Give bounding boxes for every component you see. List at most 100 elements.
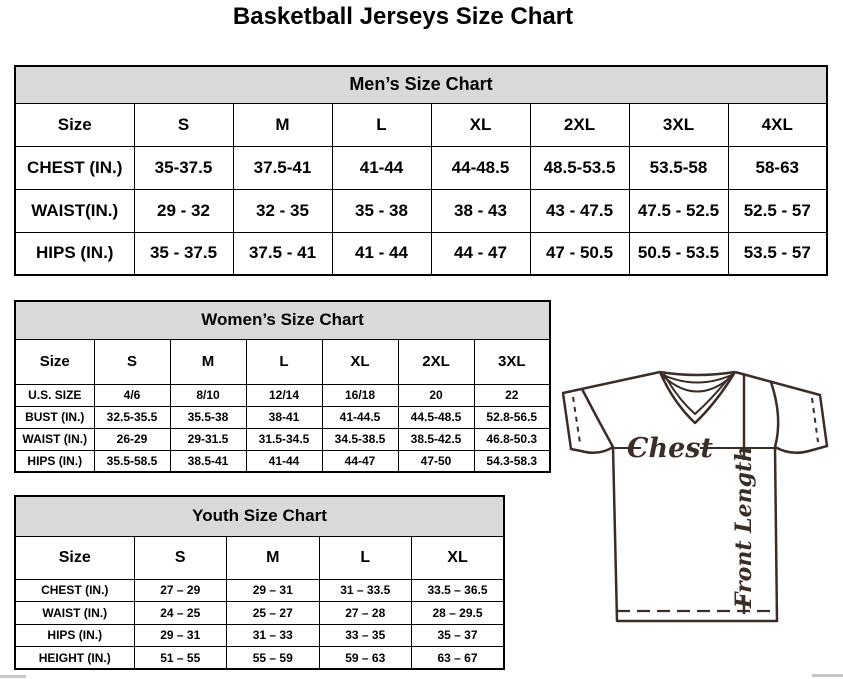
column-header: 3XL xyxy=(473,338,551,385)
row-label: WAIST(IN.) xyxy=(14,188,135,233)
size-value-cell: 44.5-48.5 xyxy=(397,405,475,429)
womens-table-title: Women’s Size Chart xyxy=(14,300,551,340)
page-title: Basketball Jerseys Size Chart xyxy=(232,3,574,30)
jersey-outline xyxy=(561,370,829,623)
column-header: M xyxy=(226,535,320,580)
size-value-cell: 59 – 63 xyxy=(318,646,412,670)
size-value-cell: 29 – 31 xyxy=(133,623,227,647)
size-value-cell: 48.5-53.5 xyxy=(529,145,630,190)
mens-table-title-row: Men’s Size Chart xyxy=(14,65,828,104)
size-header-cell: Size xyxy=(14,102,135,147)
size-value-cell: 35.5-58.5 xyxy=(93,449,171,473)
column-header: M xyxy=(169,338,247,385)
youth-table-title: Youth Size Chart xyxy=(14,495,505,537)
size-value-cell: 31.5-34.5 xyxy=(245,427,323,451)
size-value-cell: 22 xyxy=(473,383,551,407)
size-value-cell: 44 - 47 xyxy=(430,231,531,276)
column-header: 4XL xyxy=(727,102,828,147)
column-header: S xyxy=(93,338,171,385)
size-value-cell: 53.5-58 xyxy=(628,145,729,190)
jersey-diagram: Chest Front Length xyxy=(561,370,829,623)
size-value-cell: 46.8-50.3 xyxy=(473,427,551,451)
size-value-cell: 8/10 xyxy=(169,383,247,407)
jersey-collar-top xyxy=(659,370,736,377)
row-label: HIPS (IN.) xyxy=(14,623,135,647)
size-value-cell: 38.5-42.5 xyxy=(397,427,475,451)
womens-header-row: Size S M L XL 2XL 3XL xyxy=(14,338,551,385)
column-header: 2XL xyxy=(397,338,475,385)
size-value-cell: 29 – 31 xyxy=(226,578,320,602)
table-row: WAIST(IN.) 29 - 32 32 - 35 35 - 38 38 - … xyxy=(14,188,828,233)
size-value-cell: 47.5 - 52.5 xyxy=(628,188,729,233)
jersey-lines xyxy=(561,370,829,623)
size-value-cell: 41 - 44 xyxy=(331,231,432,276)
size-value-cell: 24 – 25 xyxy=(133,601,227,625)
jersey-labels: Chest Front Length xyxy=(627,433,757,609)
size-value-cell: 34.5-38.5 xyxy=(321,427,399,451)
size-header-cell: Size xyxy=(14,535,135,580)
mens-table-title: Men’s Size Chart xyxy=(14,65,828,104)
column-header: XL xyxy=(430,102,531,147)
column-header: M xyxy=(232,102,333,147)
mens-header-row: Size S M L XL 2XL 3XL 4XL xyxy=(14,102,828,147)
column-header: S xyxy=(133,102,234,147)
size-value-cell: 33.5 – 36.5 xyxy=(411,578,505,602)
size-value-cell: 31 – 33.5 xyxy=(318,578,412,602)
column-header: XL xyxy=(411,535,505,580)
size-value-cell: 29 - 32 xyxy=(133,188,234,233)
size-value-cell: 58-63 xyxy=(727,145,828,190)
column-header: L xyxy=(331,102,432,147)
size-value-cell: 37.5-41 xyxy=(232,145,333,190)
jersey-cuff-stitch-left xyxy=(572,396,581,444)
size-value-cell: 20 xyxy=(397,383,475,407)
table-row: CHEST (IN.) 35-37.5 37.5-41 41-44 44-48.… xyxy=(14,145,828,190)
size-value-cell: 16/18 xyxy=(321,383,399,407)
youth-size-table: Youth Size Chart Size S M L XL CHEST (IN… xyxy=(14,495,505,670)
womens-size-table: Women’s Size Chart Size S M L XL 2XL 3XL… xyxy=(14,300,551,473)
column-header: L xyxy=(245,338,323,385)
table-row: WAIST (IN.) 26-29 29-31.5 31.5-34.5 34.5… xyxy=(14,427,551,451)
size-value-cell: 44-48.5 xyxy=(430,145,531,190)
size-value-cell: 38-41 xyxy=(245,405,323,429)
size-value-cell: 35 – 37 xyxy=(411,623,505,647)
row-label: HIPS (IN.) xyxy=(14,231,135,276)
table-row: HIPS (IN.) 35.5-58.5 38.5-41 41-44 44-47… xyxy=(14,449,551,473)
row-label: U.S. SIZE xyxy=(14,383,95,407)
front-length-label: Front Length xyxy=(731,446,757,609)
size-value-cell: 38 - 43 xyxy=(430,188,531,233)
column-header: L xyxy=(318,535,412,580)
mens-size-table: Men’s Size Chart Size S M L XL 2XL 3XL 4… xyxy=(14,65,828,276)
size-value-cell: 33 – 35 xyxy=(318,623,412,647)
jersey-collar-rib xyxy=(660,373,735,384)
size-value-cell: 52.5 - 57 xyxy=(727,188,828,233)
table-row: U.S. SIZE 4/6 8/10 12/14 16/18 20 22 xyxy=(14,383,551,407)
size-value-cell: 25 – 27 xyxy=(226,601,320,625)
size-value-cell: 54.3-58.3 xyxy=(473,449,551,473)
size-value-cell: 27 – 28 xyxy=(318,601,412,625)
size-value-cell: 4/6 xyxy=(93,383,171,407)
size-value-cell: 41-44 xyxy=(245,449,323,473)
table-row: WAIST (IN.) 24 – 25 25 – 27 27 – 28 28 –… xyxy=(14,601,505,625)
size-value-cell: 43 - 47.5 xyxy=(529,188,630,233)
size-value-cell: 55 – 59 xyxy=(226,646,320,670)
table-row: HEIGHT (IN.) 51 – 55 55 – 59 59 – 63 63 … xyxy=(14,646,505,670)
size-value-cell: 47-50 xyxy=(397,449,475,473)
size-value-cell: 35 - 38 xyxy=(331,188,432,233)
horizontal-scrollbar-fragment-right[interactable] xyxy=(812,674,843,677)
size-value-cell: 32 - 35 xyxy=(232,188,333,233)
size-value-cell: 47 - 50.5 xyxy=(529,231,630,276)
row-label: CHEST (IN.) xyxy=(14,145,135,190)
size-value-cell: 51 – 55 xyxy=(133,646,227,670)
column-header: 2XL xyxy=(529,102,630,147)
size-header-cell: Size xyxy=(14,338,95,385)
size-value-cell: 41-44.5 xyxy=(321,405,399,429)
size-value-cell: 38.5-41 xyxy=(169,449,247,473)
size-value-cell: 50.5 - 53.5 xyxy=(628,231,729,276)
table-row: HIPS (IN.) 29 – 31 31 – 33 33 – 35 35 – … xyxy=(14,623,505,647)
youth-table-title-row: Youth Size Chart xyxy=(14,495,505,537)
row-label: CHEST (IN.) xyxy=(14,578,135,602)
size-value-cell: 53.5 - 57 xyxy=(727,231,828,276)
size-value-cell: 26-29 xyxy=(93,427,171,451)
horizontal-scrollbar-fragment-left[interactable] xyxy=(0,675,26,678)
size-value-cell: 52.8-56.5 xyxy=(473,405,551,429)
